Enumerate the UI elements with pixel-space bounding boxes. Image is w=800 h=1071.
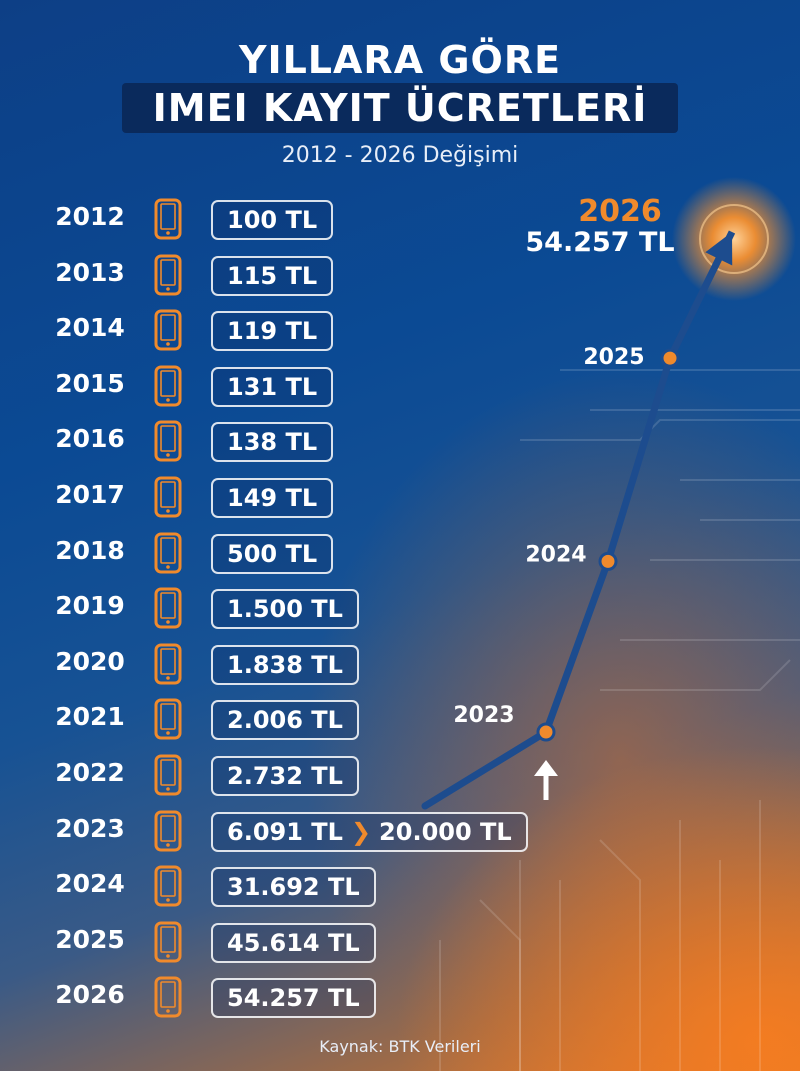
fee-value: 1.500 TL [211,589,359,630]
fee-value: 149 TL [211,478,334,518]
subtitle: 2012 - 2026 Değişimi [281,143,519,168]
smartphone-icon [154,254,182,296]
end-ring [699,204,769,274]
year-label: 2016 [55,424,125,454]
data-point [660,348,680,368]
fee-text: 2.006 TL [227,706,343,735]
year-label: 2019 [55,591,125,621]
end-glow [672,177,796,301]
fee-text: 1.500 TL [227,595,343,624]
year-label: 2015 [55,368,125,398]
fee-value: 131 TL [211,366,334,407]
smartphone-icon [154,587,182,629]
data-point [598,551,618,571]
fee-text: 149 TL [227,484,318,512]
chevron-right-icon: ❯ [350,817,372,846]
fee-value: 500 TL [211,533,334,574]
fee-text: 2.732 TL [227,762,343,790]
fee-text: 45.614 TL [227,928,360,957]
smartphone-icon [154,698,182,740]
smartphone-icon [154,643,182,685]
year-label: 2024 [55,869,125,899]
year-label: 2025 [55,924,125,954]
year-label: 2018 [55,535,125,565]
year-label: 2026 [55,980,125,1010]
fee-value: 1.838 TL [211,644,359,685]
fee-text: 100 TL [227,206,318,234]
fee-text: 31.692 TL [227,873,360,902]
fee-text: 115 TL [227,261,318,290]
smartphone-icon [154,420,182,462]
title-box [122,83,678,133]
year-label: 2014 [55,313,125,343]
smartphone-icon [154,754,182,796]
fee-value: 45.614 TL [211,922,376,963]
year-label: 2020 [55,646,125,676]
year-label: 2022 [55,758,125,787]
year-label: 2017 [55,480,125,509]
fee-text: 119 TL [227,317,318,346]
year-label: 2021 [55,702,125,732]
end-value-label: 54.257 TL [525,227,674,258]
smartphone-icon [154,532,182,574]
fee-value: 100 TL [211,200,334,240]
smartphone-icon [154,865,182,907]
fee-text: 1.838 TL [227,650,343,679]
fee-after-text: 20.000 TL [379,817,512,846]
fee-value: 6.091 TL ❯ 20.000 TL [211,811,528,852]
series-line [542,230,736,734]
fee-value: 31.692 TL [211,867,376,908]
smartphone-icon [154,198,182,240]
year-label: 2013 [55,257,125,287]
point-label: 2025 [583,345,644,370]
smartphone-icon [154,476,182,518]
fee-value: 138 TL [211,422,334,463]
arrow-up-icon [534,760,558,776]
fee-text: 6.091 TL [227,817,343,846]
point-label: 2024 [525,542,586,567]
smartphone-icon [154,976,182,1018]
smartphone-icon [154,365,182,407]
smartphone-icon [154,810,182,852]
title-line-2: IMEI KAYIT ÜCRETLERİ [152,86,648,130]
year-label: 2023 [55,813,125,843]
smartphone-icon [154,921,182,963]
fee-value: 115 TL [211,255,334,296]
fee-text: 500 TL [227,539,318,568]
fee-value: 2.732 TL [211,756,359,796]
smartphone-icon [154,309,182,351]
point-label: 2023 [453,703,514,728]
data-point [536,722,556,742]
source-note: Kaynak: BTK Verileri [319,1037,481,1056]
end-year-label: 2026 [578,194,662,229]
fee-value: 119 TL [211,311,334,352]
fee-value: 54.257 TL [211,978,376,1019]
fee-value: 2.006 TL [211,700,359,741]
arrow-head-icon [705,232,733,266]
lead-in-line [421,728,550,810]
fee-text: 138 TL [227,428,318,457]
title-line-1: YILLARA GÖRE [238,38,562,82]
year-label: 2012 [55,202,125,231]
fee-text: 131 TL [227,372,318,401]
fee-text: 54.257 TL [227,984,360,1013]
